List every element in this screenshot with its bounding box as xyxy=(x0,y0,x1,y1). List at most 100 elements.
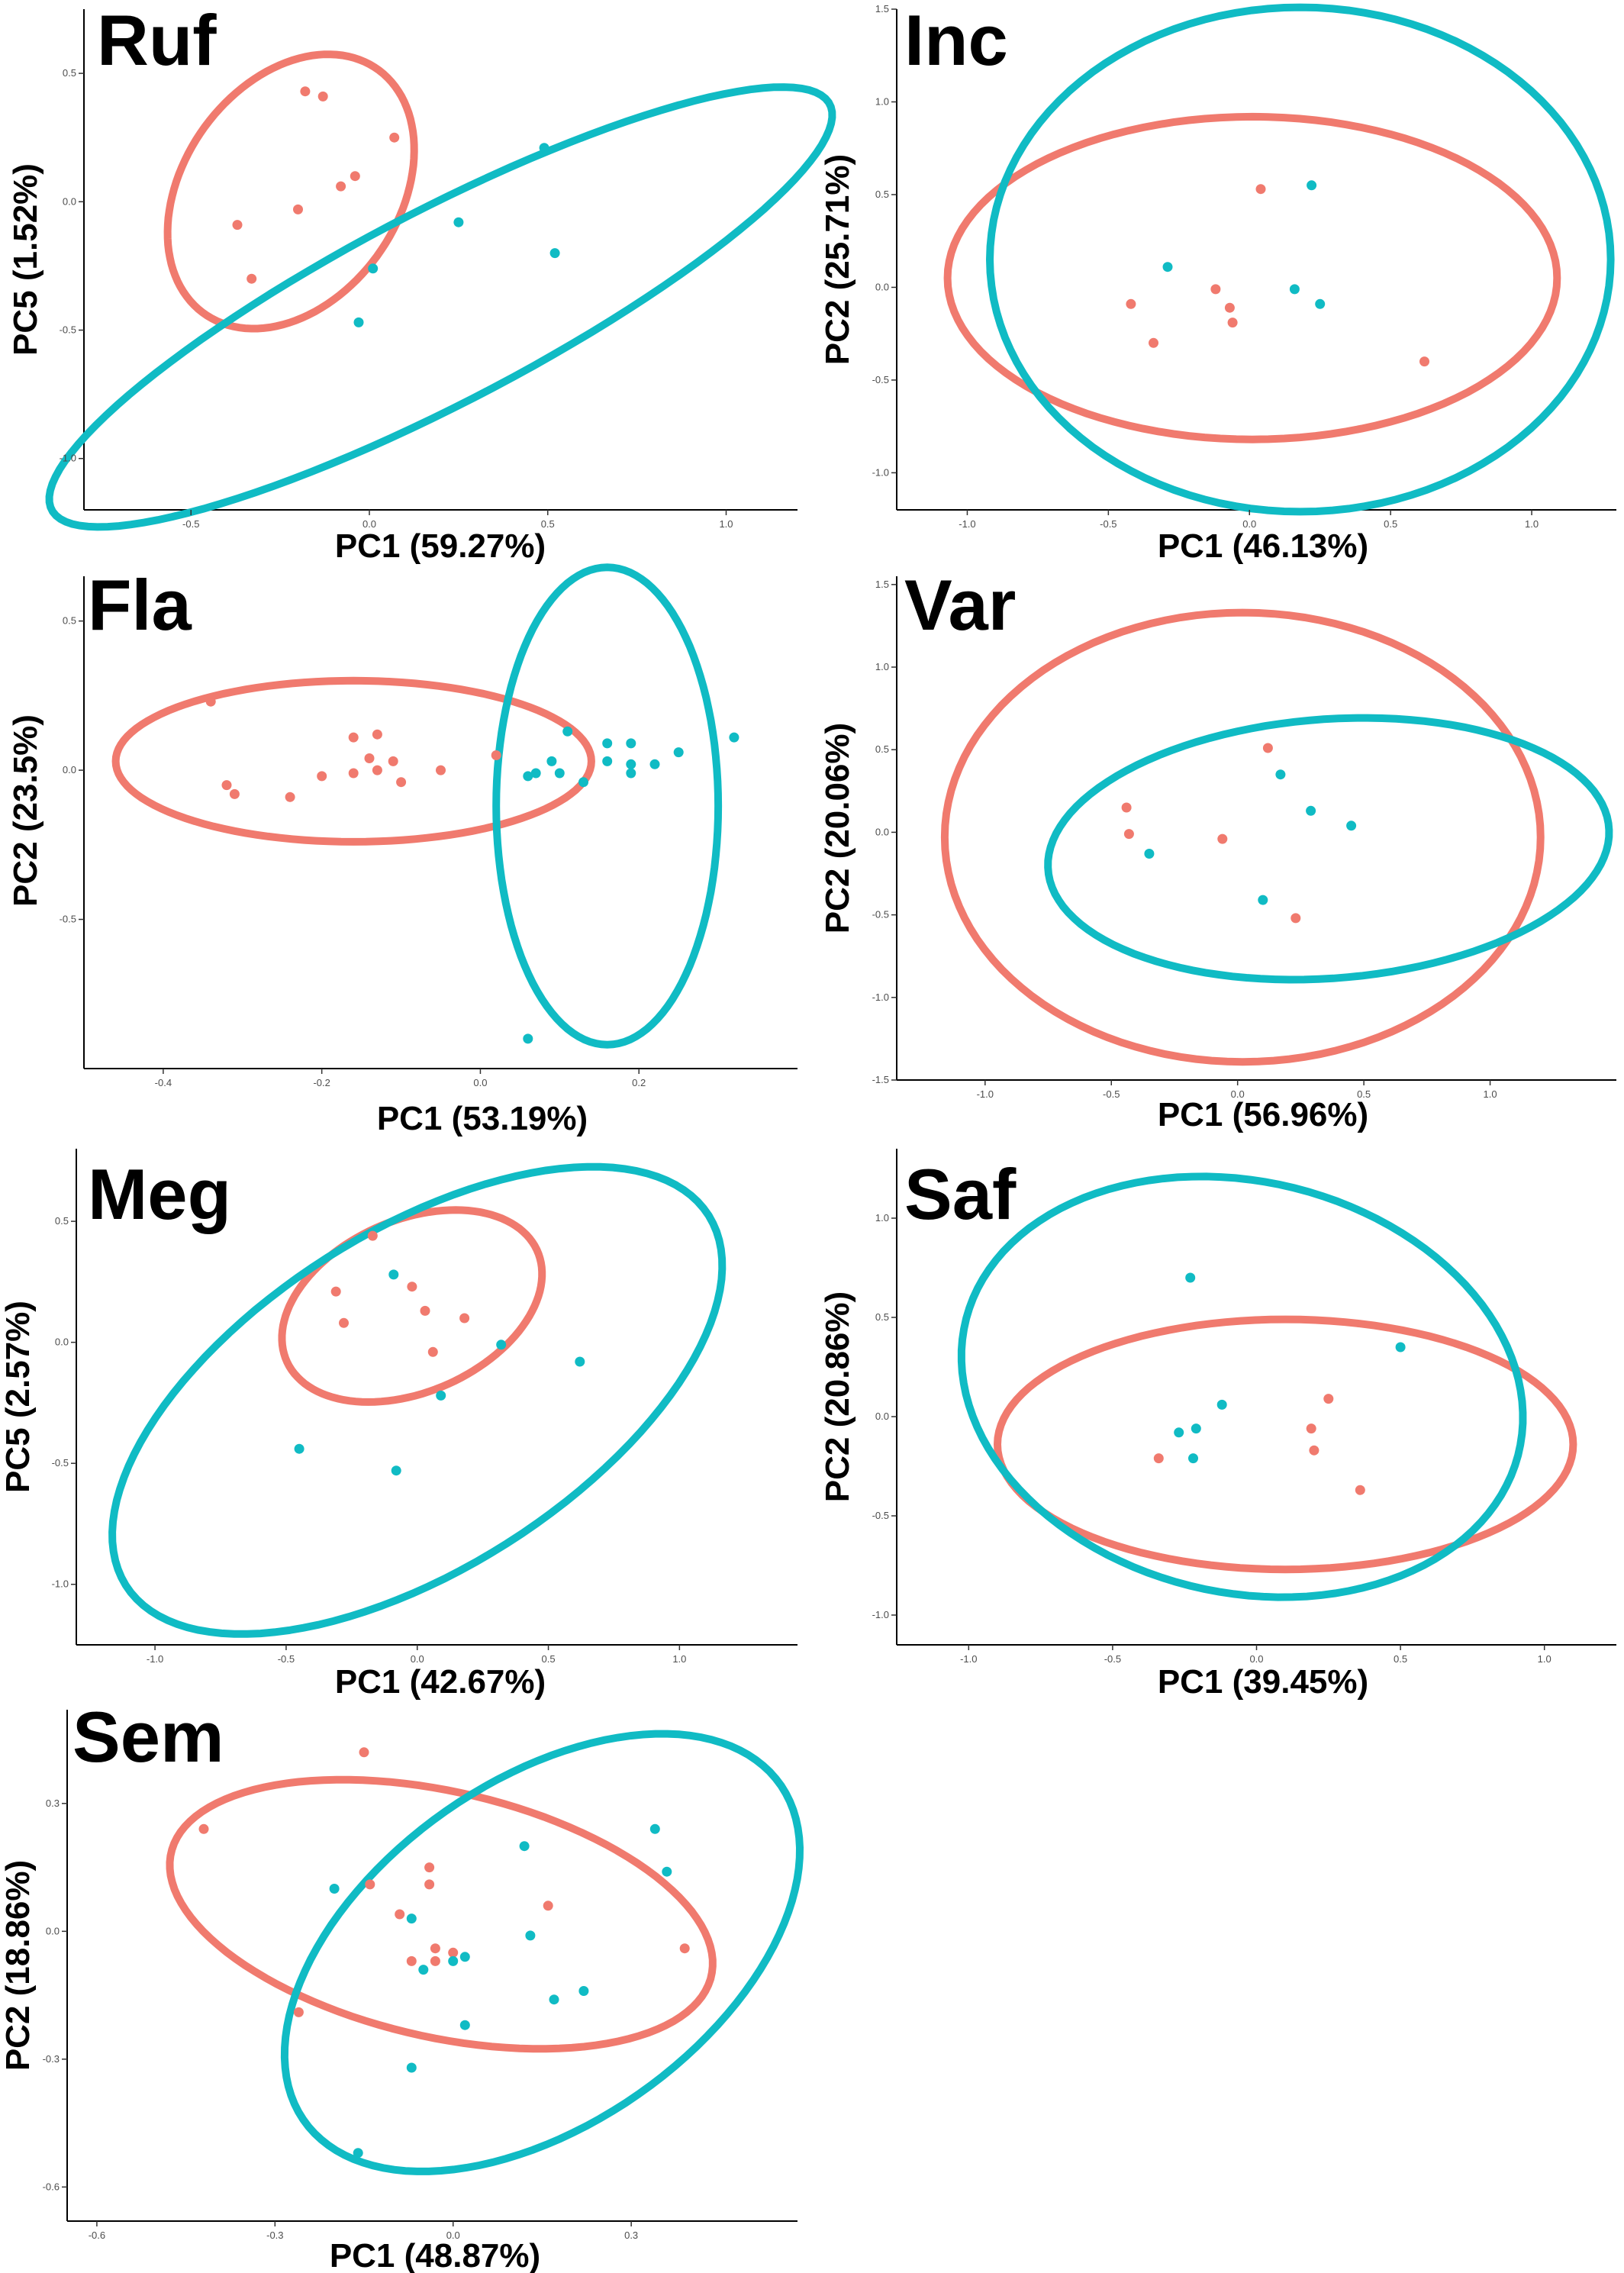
data-point-series-2 xyxy=(519,1841,530,1852)
data-point-series-2 xyxy=(575,1356,585,1367)
y-tick-label: 0.0 xyxy=(63,195,76,207)
confidence-ellipse-series-2 xyxy=(108,1162,727,1638)
y-tick-label: -1.0 xyxy=(60,453,76,464)
data-point-series-1 xyxy=(430,1955,440,1966)
y-tick-label: 1.0 xyxy=(875,1212,889,1224)
data-point-series-2 xyxy=(562,726,573,737)
x-tick-label: 0.0 xyxy=(1242,518,1256,530)
data-point-series-2 xyxy=(1275,769,1286,780)
data-point-series-2 xyxy=(1191,1423,1201,1434)
confidence-ellipse-series-1 xyxy=(940,608,1545,1066)
data-point-series-1 xyxy=(407,1282,417,1292)
data-point-series-2 xyxy=(673,747,684,758)
data-point-series-1 xyxy=(229,788,240,799)
data-point-series-2 xyxy=(1258,895,1268,905)
y-tick-label: 0.5 xyxy=(63,67,76,79)
confidence-ellipse-series-1 xyxy=(163,50,418,333)
data-point-series-2 xyxy=(391,1465,401,1476)
panel-inc: Inc PC1 (46.13%) PC2 (25.71%) -1.0 -0.5 0.… xyxy=(819,0,1616,565)
confidence-ellipse-series-1 xyxy=(111,676,595,846)
y-axis-title: PC5 (2.57%) xyxy=(0,1301,37,1493)
y-tick-label: 0.5 xyxy=(875,743,889,755)
data-point-series-1 xyxy=(1123,829,1134,840)
x-tick-label: -0.5 xyxy=(182,518,199,530)
panel-title: Inc xyxy=(904,0,1008,80)
x-tick-label: -1.0 xyxy=(960,1653,977,1665)
data-point-series-1 xyxy=(359,1747,369,1758)
data-point-series-2 xyxy=(353,2148,363,2159)
confidence-ellipse-series-2 xyxy=(492,563,723,1049)
data-point-series-1 xyxy=(246,273,257,284)
data-point-series-1 xyxy=(367,1230,378,1241)
y-tick-label: -1.0 xyxy=(872,991,889,1003)
y-axis-title: PC2 (18.86%) xyxy=(0,1860,37,2071)
data-point-series-1 xyxy=(205,696,216,707)
y-tick-label: 0.5 xyxy=(63,615,76,627)
panel-saf: Saf PC1 (39.45%) PC2 (20.86%) -1.0 -0.5 0.… xyxy=(819,1149,1616,1701)
data-point-series-2 xyxy=(294,1443,304,1454)
y-tick-label: -1.5 xyxy=(872,1074,889,1085)
panel-var: Var PC1 (56.96%) PC2 (20.06%) -1.0 -0.5 0.… xyxy=(819,565,1616,1133)
confidence-ellipse-series-2 xyxy=(985,3,1615,516)
y-tick-label: -0.5 xyxy=(52,1457,69,1469)
y-tick-label: 1.0 xyxy=(875,661,889,672)
data-point-series-2 xyxy=(549,248,560,259)
data-point-series-2 xyxy=(459,1952,470,1962)
panel-title: Var xyxy=(904,565,1016,645)
x-tick-label: 1.0 xyxy=(719,518,733,530)
y-tick-label: 0.0 xyxy=(55,1336,69,1348)
data-point-series-1 xyxy=(198,1823,209,1834)
panel-title: Saf xyxy=(904,1154,1017,1234)
data-point-series-2 xyxy=(578,1986,589,1996)
data-point-series-1 xyxy=(293,204,303,214)
data-point-series-1 xyxy=(388,756,398,766)
data-point-series-1 xyxy=(348,732,359,743)
data-point-series-2 xyxy=(626,768,636,779)
data-point-series-2 xyxy=(523,771,533,782)
data-point-series-2 xyxy=(436,1390,446,1401)
data-point-series-1 xyxy=(372,729,382,740)
y-tick-label: 0.0 xyxy=(63,764,76,775)
x-axis-title: PC1 (46.13%) xyxy=(1158,527,1368,565)
plot-marks xyxy=(957,1172,1577,1601)
y-tick-label: 1.0 xyxy=(875,95,889,107)
x-tick-label: -1.0 xyxy=(977,1088,994,1100)
y-tick-label: -1.0 xyxy=(872,1609,889,1620)
confidence-ellipse-series-2 xyxy=(280,1730,804,2175)
x-tick-label: -1.0 xyxy=(147,1653,163,1665)
data-point-series-1 xyxy=(1306,1423,1316,1434)
data-point-series-1 xyxy=(1153,1453,1164,1464)
x-tick-label: 0.0 xyxy=(362,518,376,530)
y-axis-title: PC2 (20.86%) xyxy=(819,1291,856,1502)
data-point-series-2 xyxy=(1188,1453,1198,1464)
confidence-ellipse-series-2 xyxy=(957,1172,1527,1601)
data-point-series-2 xyxy=(546,756,557,766)
x-tick-label: 1.0 xyxy=(1484,1088,1497,1100)
data-point-series-1 xyxy=(1355,1485,1365,1495)
data-point-series-2 xyxy=(459,2020,470,2030)
x-axis-title: PC1 (48.87%) xyxy=(330,2237,540,2273)
y-tick-label: -0.6 xyxy=(43,2181,60,2192)
data-point-series-2 xyxy=(1185,1272,1196,1283)
data-point-series-2 xyxy=(496,1340,507,1350)
data-point-series-1 xyxy=(1255,184,1266,195)
y-tick-label: -0.5 xyxy=(872,1510,889,1521)
x-tick-label: 0.5 xyxy=(1384,518,1397,530)
x-tick-label: -0.5 xyxy=(278,1653,295,1665)
data-point-series-1 xyxy=(395,1909,405,1920)
data-point-series-1 xyxy=(317,91,328,102)
data-point-series-1 xyxy=(1227,318,1238,328)
data-point-series-1 xyxy=(424,1879,435,1890)
data-point-series-1 xyxy=(1419,356,1429,367)
data-point-series-1 xyxy=(348,768,359,779)
plot-marks xyxy=(166,1730,804,2175)
data-point-series-1 xyxy=(1262,743,1273,753)
panel-title: Sem xyxy=(72,1697,224,1777)
data-point-series-1 xyxy=(1217,833,1228,844)
confidence-ellipse-series-1 xyxy=(166,1775,717,2053)
panel-title: Meg xyxy=(88,1154,231,1234)
x-tick-label: 0.3 xyxy=(624,2229,638,2241)
data-point-series-2 xyxy=(1306,805,1316,816)
data-point-series-2 xyxy=(1162,262,1173,272)
y-tick-label: -0.5 xyxy=(60,324,76,336)
